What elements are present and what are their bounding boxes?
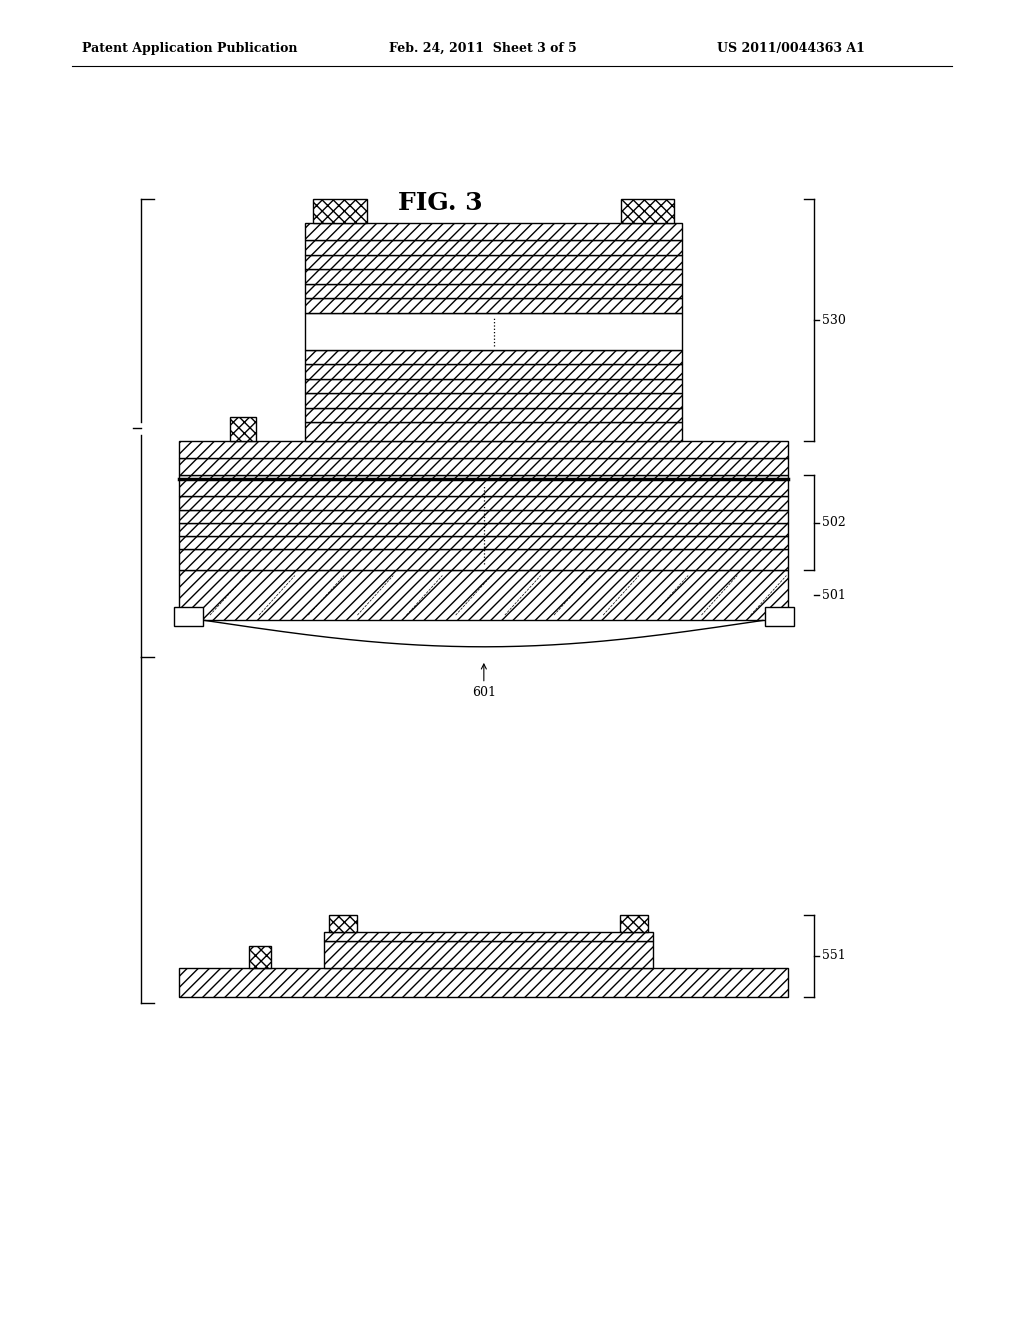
Bar [305,284,682,298]
Bar [179,536,788,549]
Text: Patent Application Publication: Patent Application Publication [82,42,297,55]
Bar [765,607,794,626]
Bar [174,607,203,626]
Bar [179,570,788,620]
Bar [249,946,271,968]
Bar [324,941,653,968]
Bar [305,393,682,408]
Bar [305,408,682,422]
Bar [305,269,682,284]
Bar [179,510,788,523]
Bar [179,458,788,475]
Text: 501: 501 [822,589,846,602]
Bar [305,422,682,441]
Bar [620,915,648,932]
Text: Feb. 24, 2011  Sheet 3 of 5: Feb. 24, 2011 Sheet 3 of 5 [389,42,577,55]
Bar [305,379,682,393]
Bar [305,298,682,313]
Bar [305,240,682,255]
Text: 551: 551 [822,949,846,962]
Bar [305,350,682,364]
Text: 502: 502 [822,516,846,529]
Text: US 2011/0044363 A1: US 2011/0044363 A1 [717,42,864,55]
Bar [179,968,788,997]
Bar [179,475,788,496]
Bar [179,496,788,510]
Bar [305,255,682,269]
Text: 601: 601 [472,664,496,700]
Bar [305,313,682,350]
Bar [329,915,357,932]
Bar [324,932,653,941]
Bar [179,549,788,570]
Bar [305,223,682,240]
Text: 530: 530 [822,314,846,326]
Text: FIG. 3: FIG. 3 [398,191,482,215]
Bar [621,199,674,223]
Bar [179,441,788,458]
Bar [305,364,682,379]
Bar [313,199,367,223]
Bar [230,417,256,441]
Bar [179,523,788,536]
